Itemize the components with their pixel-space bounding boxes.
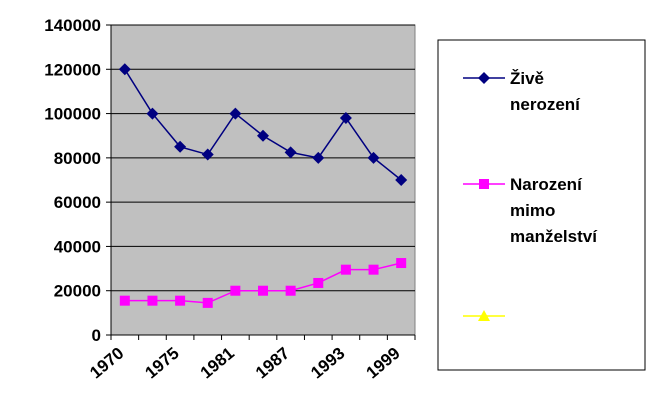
marker <box>174 140 187 153</box>
marker <box>175 295 186 306</box>
marker <box>313 277 324 288</box>
marker <box>478 310 490 321</box>
marker <box>257 129 269 142</box>
x-tick-label: 1970 <box>86 344 127 383</box>
legend <box>437 39 646 371</box>
marker <box>340 264 351 275</box>
marker <box>230 285 241 296</box>
x-tick-label: 1987 <box>252 344 293 383</box>
marker <box>478 72 490 84</box>
marker <box>396 258 407 269</box>
marker <box>368 264 379 275</box>
y-tick-label: 120000 <box>44 60 101 79</box>
y-tick-label: 20000 <box>54 282 101 301</box>
marker <box>312 151 325 164</box>
marker <box>284 146 297 159</box>
marker <box>229 107 242 120</box>
marker <box>479 179 489 189</box>
marker <box>146 107 159 120</box>
marker <box>367 151 380 164</box>
marker <box>258 285 268 296</box>
marker <box>202 297 213 308</box>
plot-area <box>110 24 416 336</box>
marker <box>147 295 158 306</box>
marker <box>285 285 296 296</box>
legend-label: Živě nerození <box>510 69 581 114</box>
x-tick-label: 1975 <box>141 344 182 383</box>
y-tick-label: 80000 <box>54 149 101 168</box>
y-tick-label: 60000 <box>54 193 101 212</box>
x-tick-label: 1999 <box>363 344 404 383</box>
x-tick-label: 1993 <box>307 344 348 383</box>
y-tick-label: 40000 <box>54 237 101 256</box>
marker <box>339 112 352 124</box>
y-tick-label: 0 <box>92 326 101 345</box>
marker <box>119 295 130 306</box>
marker <box>395 174 408 186</box>
y-tick-label: 100000 <box>44 105 101 124</box>
marker <box>201 148 214 161</box>
x-tick-label: 1981 <box>197 344 238 383</box>
legend-label: Narození mimo manželství <box>510 175 598 246</box>
marker <box>118 63 131 76</box>
y-tick-label: 140000 <box>44 16 101 35</box>
